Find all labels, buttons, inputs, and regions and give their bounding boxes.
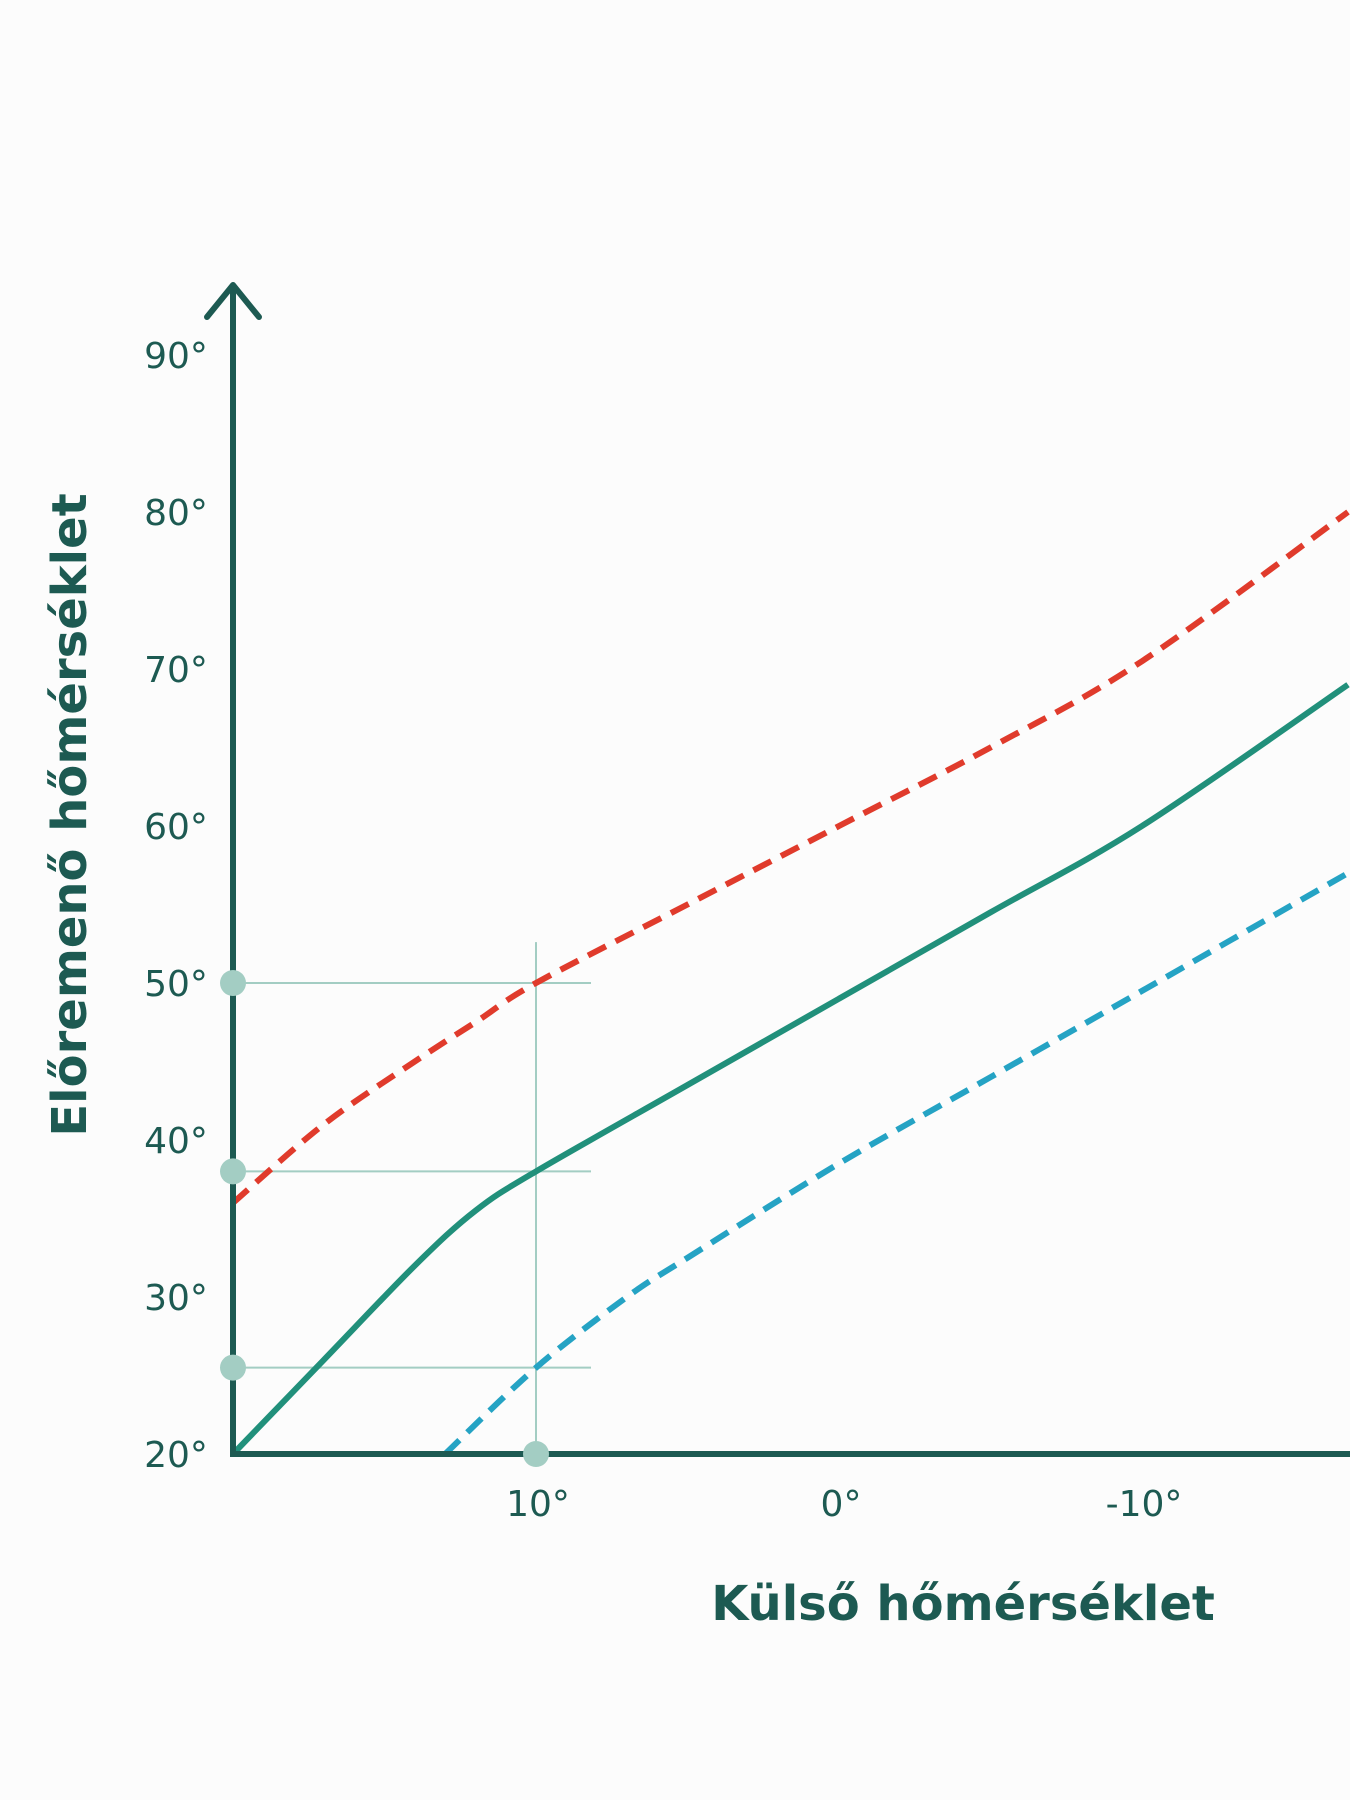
y-tick-label: 20°	[144, 1435, 208, 1476]
y-marker-dot-2	[220, 1158, 246, 1185]
y-tick-label: 70°	[144, 650, 208, 691]
y-tick-label: 80°	[144, 493, 208, 534]
tick-labels: 20° 30° 40° 50° 60° 70° 80° 90° 10° 0° -10°	[144, 336, 1182, 1525]
y-tick-label: 90°	[144, 336, 208, 377]
series-line-2	[230, 682, 1350, 1457]
series-line-1	[231, 509, 1350, 1206]
y-tick-label: 30°	[144, 1278, 208, 1319]
y-tick-label: 40°	[144, 1121, 208, 1162]
x-marker-dot	[523, 1441, 549, 1467]
x-tick-label: 0°	[821, 1484, 862, 1525]
y-tick-label: 60°	[144, 807, 208, 848]
guide-lines	[233, 942, 591, 1454]
x-axis-title: Külső hőmérséklet	[711, 1576, 1215, 1632]
x-tick-label: 10°	[506, 1484, 570, 1525]
guide-markers	[220, 970, 549, 1467]
y-tick-label: 50°	[144, 964, 208, 1005]
y-marker-dot-1	[220, 970, 246, 996]
y-marker-dot-3	[220, 1354, 246, 1381]
y-axis-arrow	[204, 282, 262, 320]
x-tick-label: -10°	[1106, 1484, 1183, 1525]
series-line-3	[443, 870, 1350, 1457]
y-axis-title: Előremenő hőmérséklet	[42, 493, 98, 1136]
heating-curves	[230, 509, 1350, 1457]
axes	[204, 282, 1350, 1457]
